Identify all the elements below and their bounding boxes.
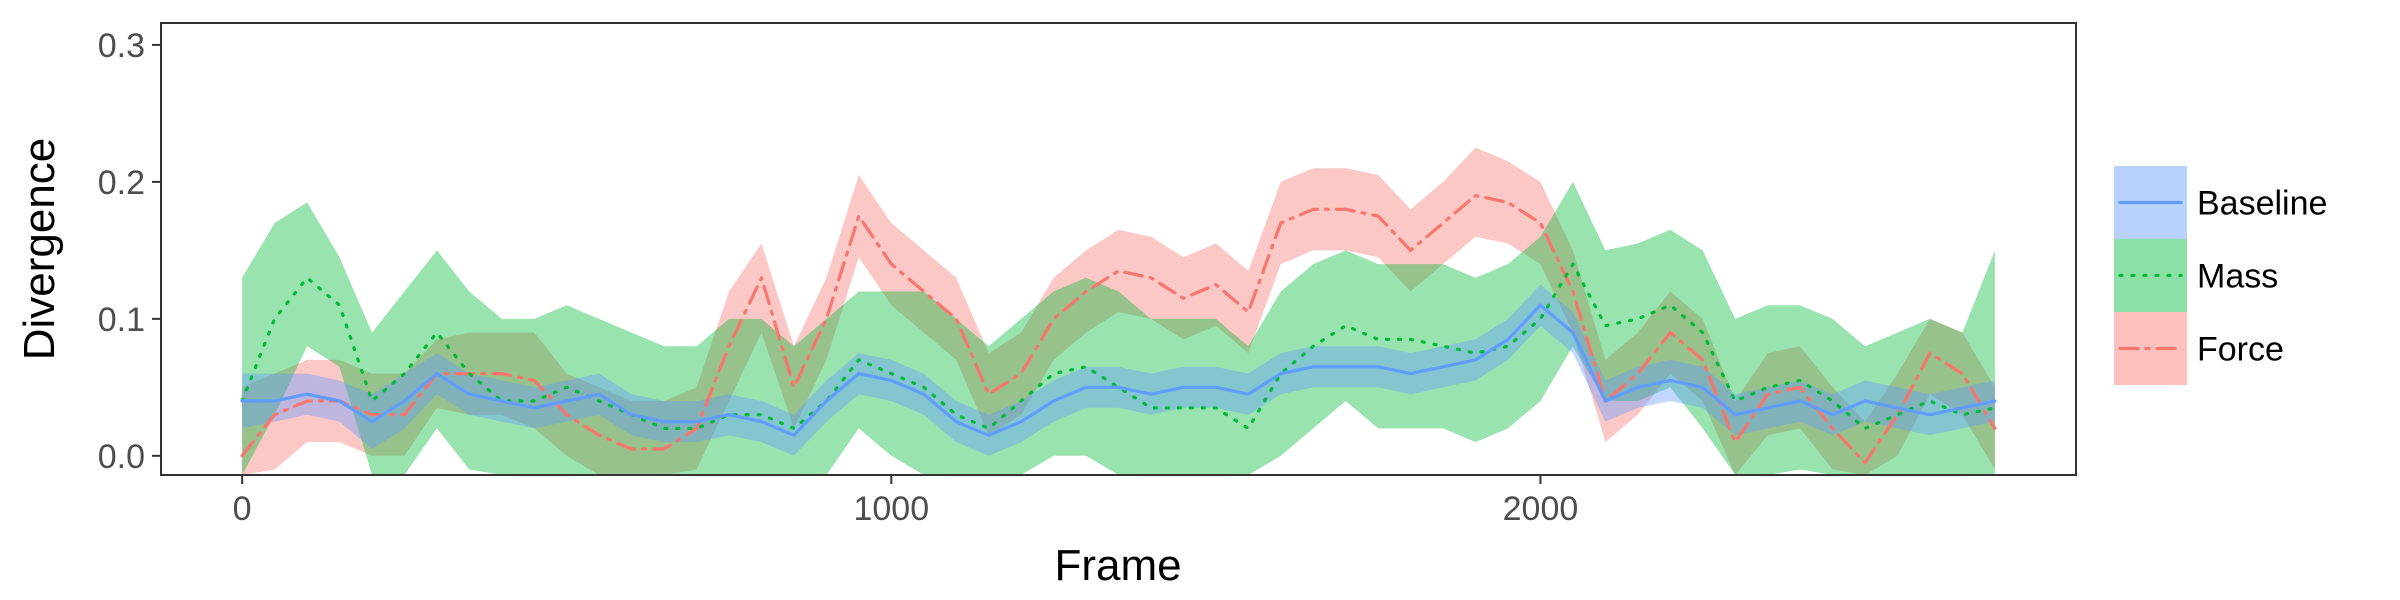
legend-label-mass: Mass [2197,258,2278,296]
y-axis: 0.0 0.1 0.2 0.3 [98,27,161,476]
plot-panel-border [160,22,2077,476]
legend-item-baseline: Baseline [2114,166,2327,239]
y-tick-label: 0.3 [98,27,145,65]
mass-series-line [240,262,1997,430]
y-tick-label: 0.0 [98,438,145,476]
series-lines [240,194,1997,465]
x-tick-label: 2000 [1503,490,1579,528]
legend: Baseline Mass Force [2114,166,2327,385]
y-tick-label: 0.1 [98,301,145,339]
mass-confidence-band [242,181,1995,475]
legend-label-baseline: Baseline [2197,185,2327,223]
y-tick-label: 0.2 [98,164,145,202]
x-axis: 0 1000 2000 [233,475,1579,528]
baseline-confidence-band [242,284,1995,456]
baseline-series-line [240,303,1997,437]
y-axis-title: Divergence [15,138,64,361]
force-series-line [240,194,1997,465]
x-tick-label: 0 [233,490,252,528]
x-axis-title: Frame [1054,541,1181,590]
legend-key-mass [2114,239,2187,312]
legend-item-mass: Mass [2114,239,2278,312]
confidence-bands [242,147,1995,475]
legend-label-force: Force [2197,331,2284,369]
legend-item-force: Force [2114,312,2284,385]
x-tick-label: 1000 [853,490,929,528]
force-confidence-band [242,147,1995,475]
